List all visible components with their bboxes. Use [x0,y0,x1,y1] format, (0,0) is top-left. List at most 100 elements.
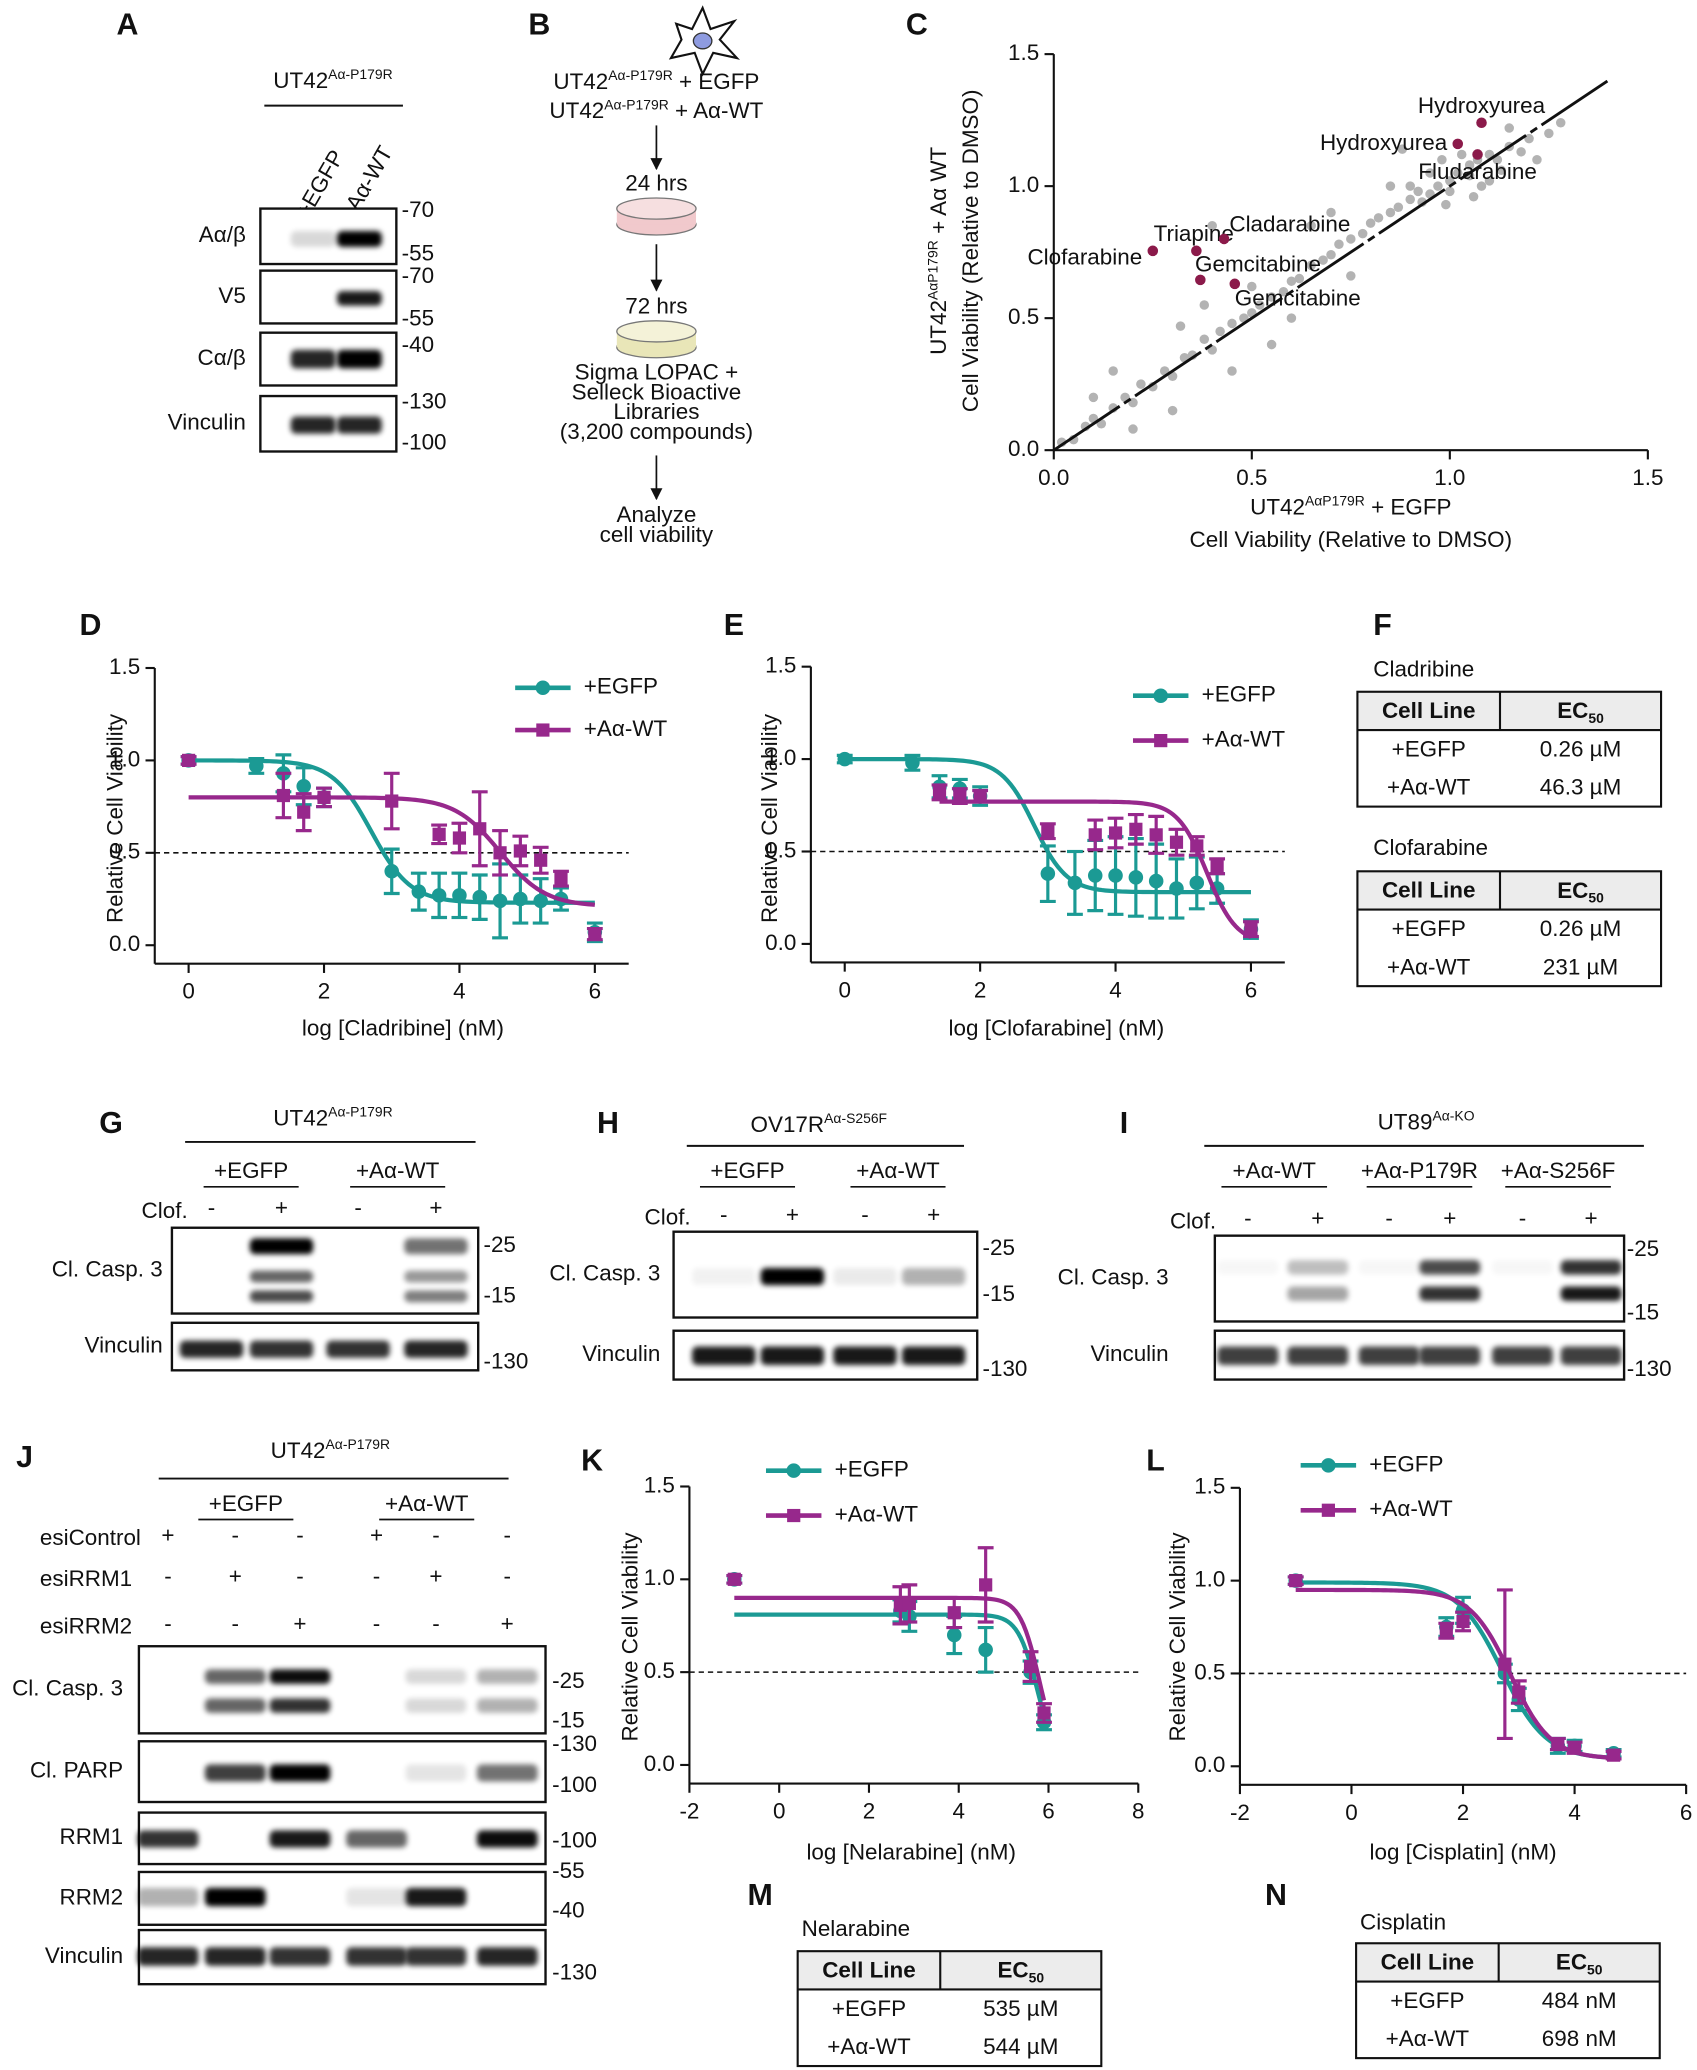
y-tick-label: 0.5 [644,1658,675,1683]
dish-top [616,320,697,343]
scatter-point [1247,281,1257,292]
band [405,1698,467,1713]
x-tick-label: 6 [589,979,601,1004]
size-marker: -25 [483,1232,515,1257]
treatment-label: Clof. [645,1204,691,1229]
point [1210,859,1224,873]
x-axis-label: UT42AαP179R + EGFP [1250,492,1451,519]
library-label: Sigma LOPAC + [575,360,739,385]
group-label: +Aα-WT [385,1491,469,1516]
scatter-point [1464,160,1475,170]
scatter-point [1346,271,1356,281]
y-tick-label: 0.5 [1008,304,1039,329]
table-cell: +Aα-WT [1386,2026,1470,2051]
table-header-cell-part: 50 [1588,710,1604,726]
panel-label: D [80,609,102,642]
treatment-sign: + [1585,1206,1598,1231]
treatment-sign: + [927,1202,940,1227]
scatter-point [1405,194,1415,205]
condition-label-part: UT42 [553,69,608,94]
table-cell: +EGFP [1390,1988,1464,2013]
legend-label: +Aα-WT [1202,727,1286,752]
size-marker: -15 [483,1282,515,1307]
x-tick-label: 2 [974,977,986,1002]
scatter-point [1365,218,1376,228]
point-label: Gemcitabine [1195,251,1321,276]
point [1040,866,1056,881]
point [297,805,311,819]
condition-label: UT42Aα-P179R + Aα-WT [549,96,763,123]
row-label: V5 [218,283,245,308]
highlight-point [1147,245,1159,257]
table-header-cell-part: 50 [1029,1969,1045,1985]
blot-title-part: Aα-P179R [328,66,392,82]
band [405,1947,467,1966]
step-label: 72 hrs [625,294,687,319]
scatter-point [1373,213,1384,223]
band [336,231,382,247]
legend-label: +Aα-WT [835,1501,919,1526]
treatment-sign: - [296,1564,303,1589]
scatter-point [1437,154,1447,165]
point [1129,822,1143,836]
point [1041,824,1055,838]
treatment-sign: + [786,1202,799,1227]
band [1419,1286,1481,1302]
size-marker: -130 [402,389,447,414]
band [1419,1346,1481,1366]
blot-title-part: UT42 [273,68,328,93]
point [513,891,528,907]
y-axis-label-part: UT42 [926,300,951,355]
treatment-sign: - [232,1523,239,1548]
size-marker: -55 [552,1858,584,1883]
table-header-cell: EC50​ [1557,698,1604,726]
panel-label: J [16,1441,33,1474]
legend-marker [536,723,550,737]
y-axis-label: Relative Cell Viability [617,1532,642,1742]
y-tick-label: 0.0 [1008,436,1039,461]
scatter-point [1476,181,1487,191]
blot-title-part: UT89 [1378,1109,1433,1134]
table-header-cell: EC50​ [1556,1950,1603,1978]
row-label: Cl. Casp. 3 [52,1257,163,1282]
blot-title-part: UT42 [271,1438,326,1463]
x-axis-label: Cell Viability (Relative to DMSO) [1190,527,1513,552]
point [946,1627,962,1643]
y-axis-label: UT42AαP179R + Aα WT [924,146,951,354]
scatter-point [1266,339,1277,350]
treatment-sign: + [429,1564,442,1589]
band [336,291,382,306]
reference-line [1052,79,1610,452]
row-label: Cl. Casp. 3 [549,1261,660,1286]
size-marker: -40 [552,1898,584,1923]
treatment-sign: + [275,1195,288,1220]
band [760,1268,825,1286]
row-label: RRM1 [59,1824,123,1849]
readout-label: cell viability [600,522,714,547]
scatter-point [1445,186,1455,197]
scatter-point [1294,273,1305,284]
y-tick-label: 1.0 [644,1565,675,1590]
band [476,1947,538,1966]
highlight-point [1452,138,1464,150]
scatter-point [1318,255,1328,265]
scatter-point [1167,405,1178,416]
point [1498,1657,1512,1671]
schematic-icons [616,5,741,501]
table-cell: +EGFP [832,1996,906,2021]
blot-title-part: Aα-S256F [824,1110,887,1126]
point [1189,875,1205,891]
condition-label-part: + EGFP [673,69,760,94]
scatter-point [1227,366,1237,376]
size-marker: -100 [402,429,447,454]
scatter-point [1199,334,1210,345]
highlight-point [1195,274,1206,286]
point [1551,1737,1565,1751]
point [534,853,548,867]
band [346,1947,407,1966]
size-marker: -70 [402,263,434,288]
y-tick-label: 1.0 [1008,172,1039,197]
treatment-sign: - [1519,1206,1526,1231]
band [346,1830,407,1848]
scatter-point [1413,186,1423,197]
